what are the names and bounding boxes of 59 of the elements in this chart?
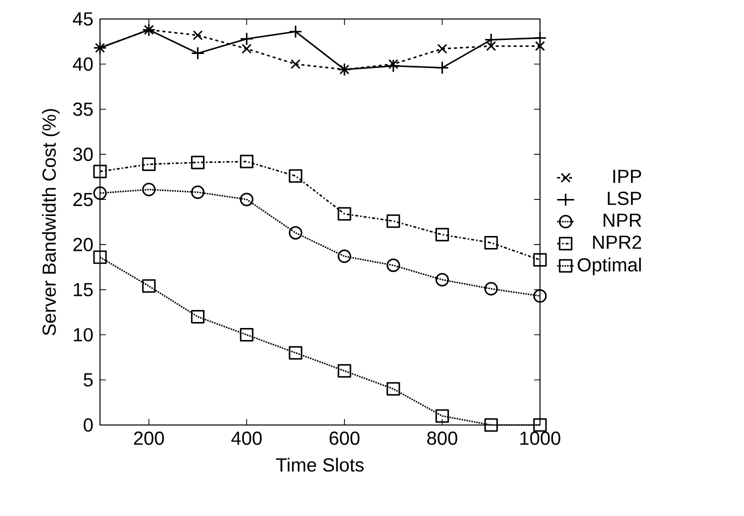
point	[435, 409, 449, 423]
legend-label: NPR	[604, 214, 642, 227]
point	[533, 418, 547, 432]
legend-label: Optimal	[578, 258, 641, 276]
point	[386, 382, 400, 396]
x-tick-label: 800	[427, 432, 458, 445]
point	[192, 30, 203, 40]
point	[242, 44, 252, 54]
point	[338, 364, 352, 378]
point	[93, 250, 107, 264]
y-tick-label: 25	[73, 192, 93, 206]
point	[240, 192, 254, 206]
x-axis-title: Time Slots	[276, 458, 364, 472]
y-tick-label: 15	[74, 283, 93, 296]
point	[533, 289, 547, 303]
point	[290, 59, 301, 70]
y-tick-label: 45	[72, 12, 93, 26]
point	[142, 182, 156, 196]
point	[191, 185, 205, 199]
legend-label: NPR2	[593, 236, 642, 249]
point	[288, 346, 302, 360]
point	[93, 186, 107, 200]
x-tick-label: 600	[330, 432, 360, 445]
x-tick-label: 200	[134, 432, 164, 445]
point	[435, 272, 449, 286]
point	[435, 228, 449, 242]
point	[142, 158, 156, 172]
y-tick-label: 30	[73, 148, 93, 162]
y-tick-label: 40	[72, 57, 93, 71]
point	[535, 41, 545, 52]
point	[484, 236, 498, 250]
point	[484, 418, 498, 432]
point	[386, 258, 400, 272]
y-tick-label: 35	[73, 102, 93, 116]
point	[93, 164, 107, 178]
y-tick-label: 10	[74, 328, 93, 342]
point	[533, 253, 547, 267]
x-tick-label: 400	[231, 432, 262, 445]
y-tick-label: 20	[73, 238, 93, 252]
x-tick-label: 1000	[520, 432, 560, 445]
point	[288, 226, 302, 240]
point	[486, 41, 496, 52]
point	[388, 59, 398, 70]
y-tick-label: 5	[84, 373, 93, 386]
point	[288, 169, 302, 183]
legend-label: IPP	[613, 170, 642, 183]
point	[338, 250, 352, 264]
point	[437, 44, 448, 54]
point	[191, 156, 205, 170]
point	[240, 328, 254, 342]
point	[240, 154, 254, 168]
point	[484, 282, 498, 296]
y-axis-title: Server Bandwidth Cost (%)	[42, 109, 60, 336]
point	[142, 279, 156, 293]
point	[338, 207, 352, 221]
legend-label: LSP	[608, 192, 642, 206]
point	[386, 214, 400, 228]
y-tick-label: 0	[84, 418, 93, 432]
point	[191, 310, 205, 324]
